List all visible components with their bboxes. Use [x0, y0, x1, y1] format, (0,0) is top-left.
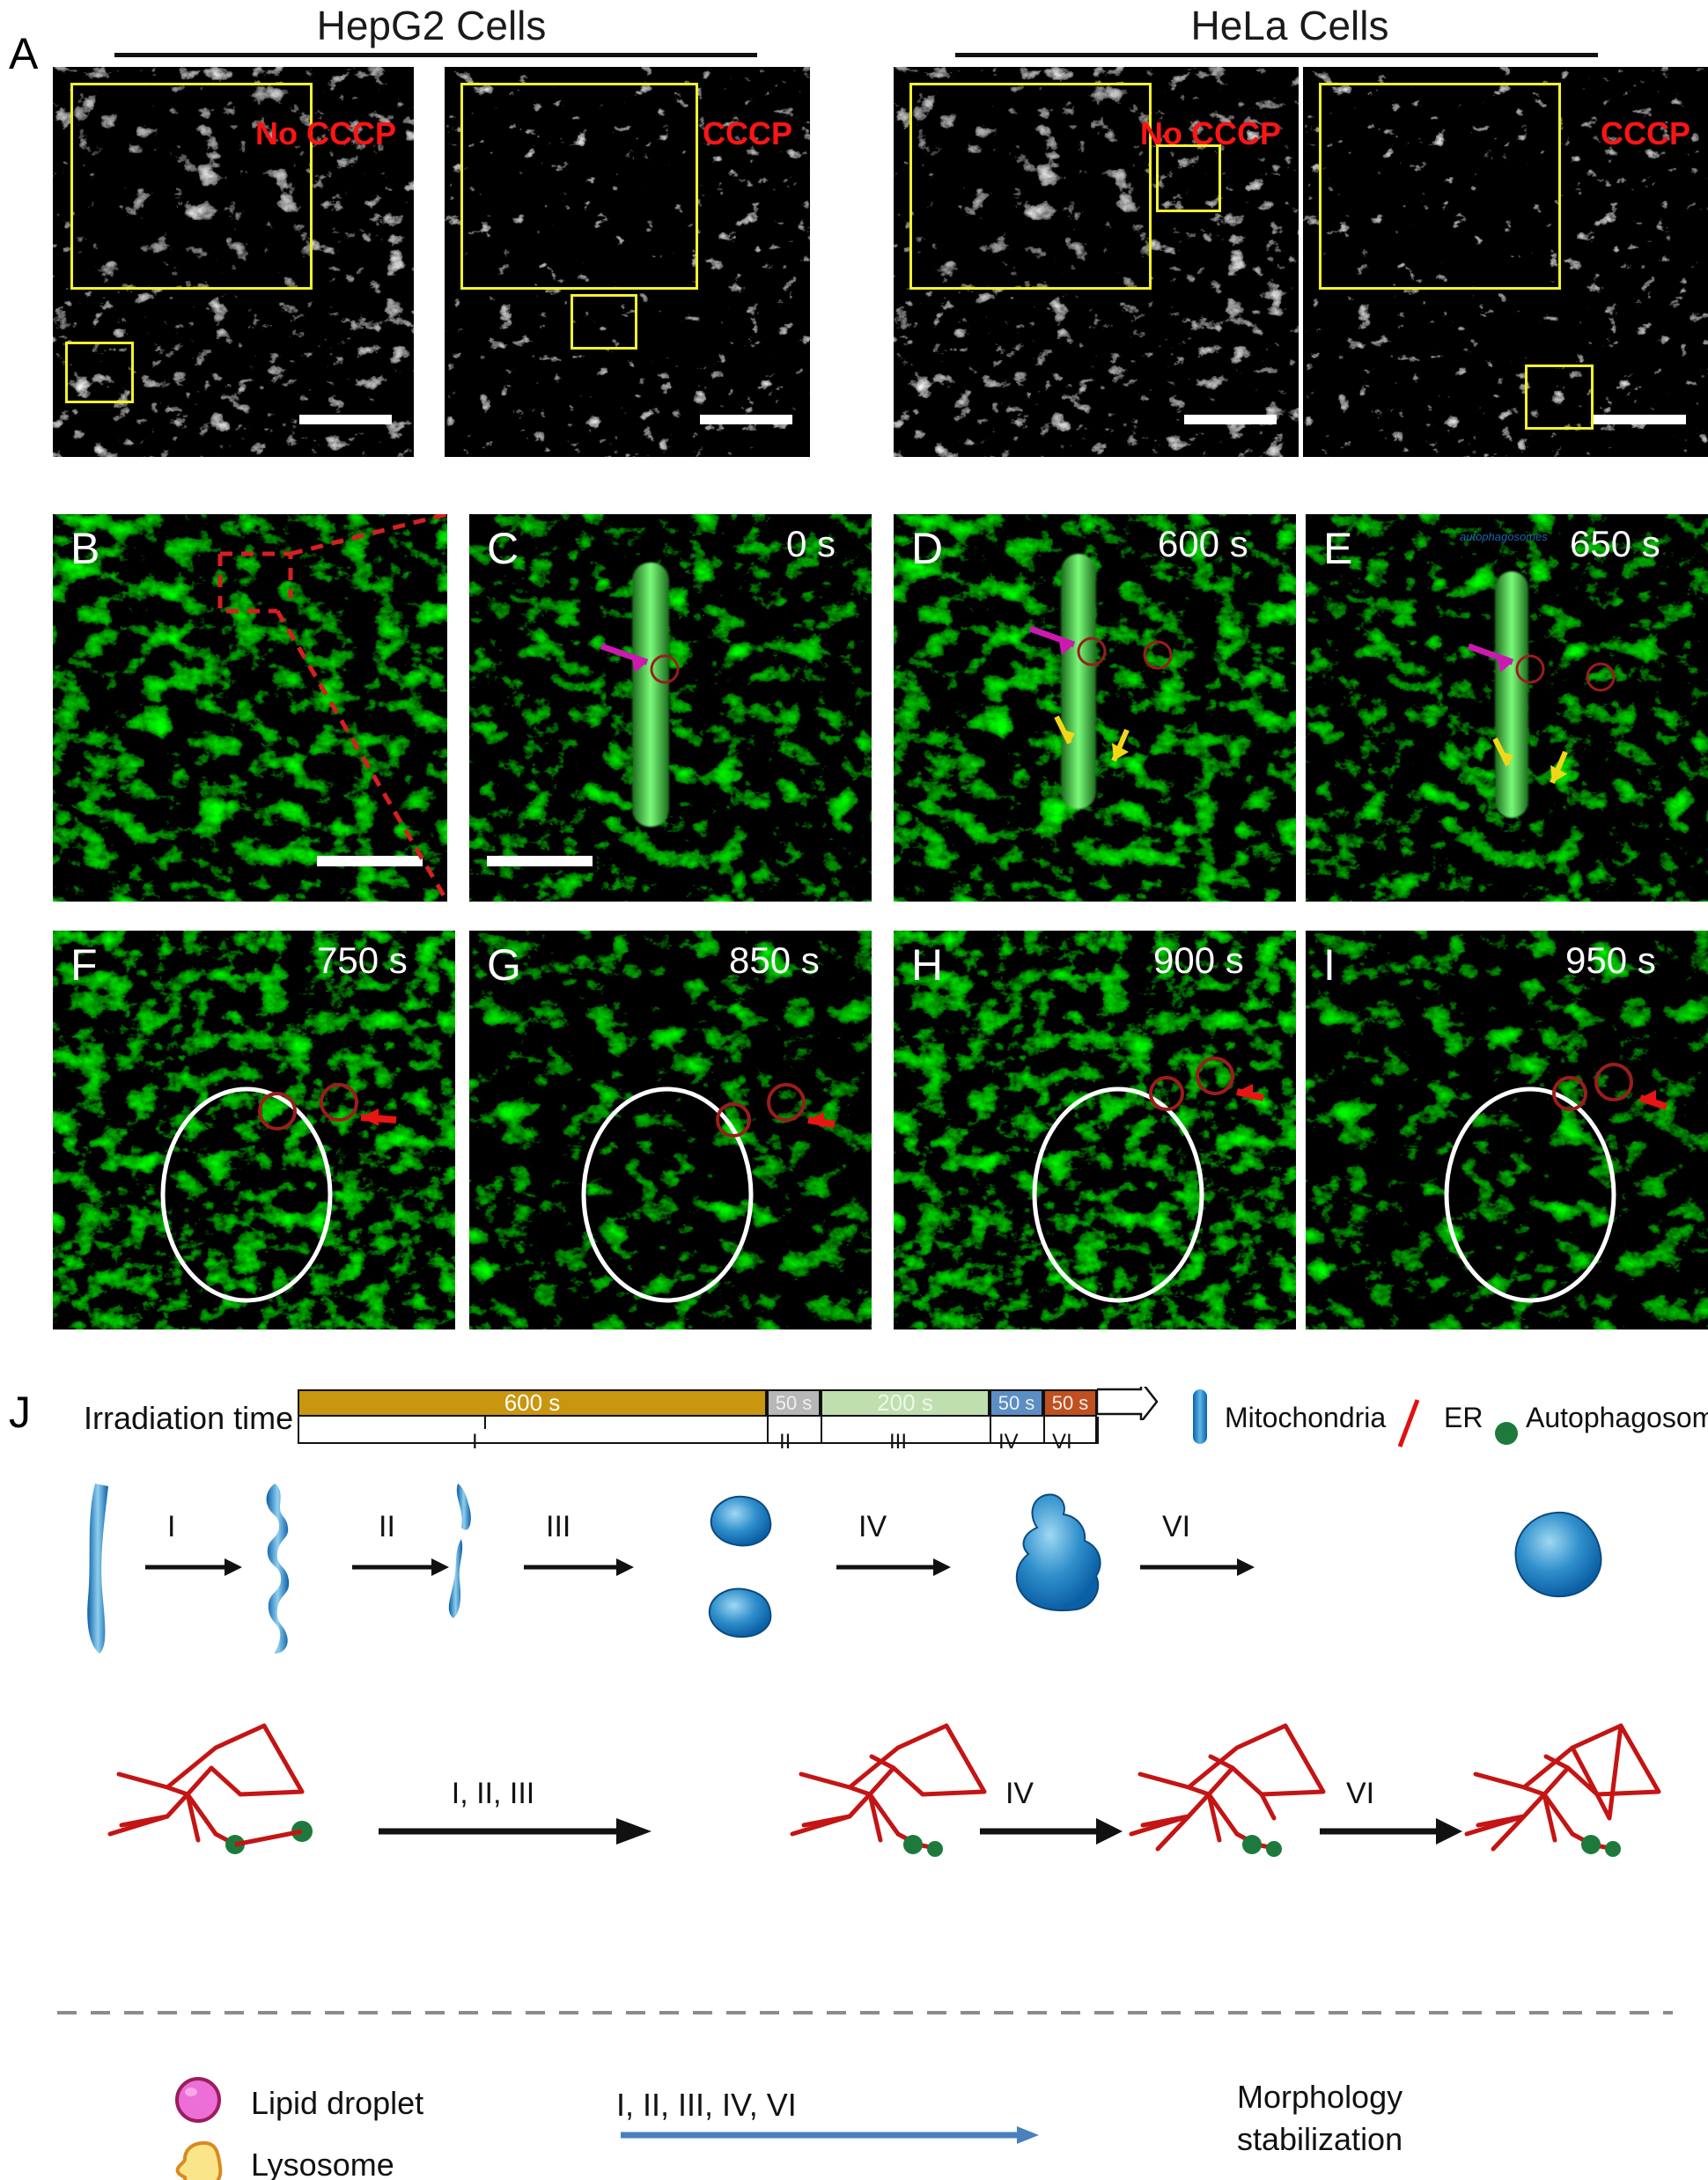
svg-text:I, II, III: I, II, III [452, 1777, 534, 1810]
svg-text:VI: VI [1162, 1510, 1190, 1543]
svg-text:I: I [167, 1510, 175, 1543]
svg-text:VI: VI [1346, 1777, 1374, 1810]
svg-text:III: III [546, 1510, 571, 1543]
svg-text:II: II [379, 1510, 395, 1543]
svg-text:IV: IV [858, 1510, 887, 1543]
svg-text:IV: IV [1005, 1777, 1034, 1810]
